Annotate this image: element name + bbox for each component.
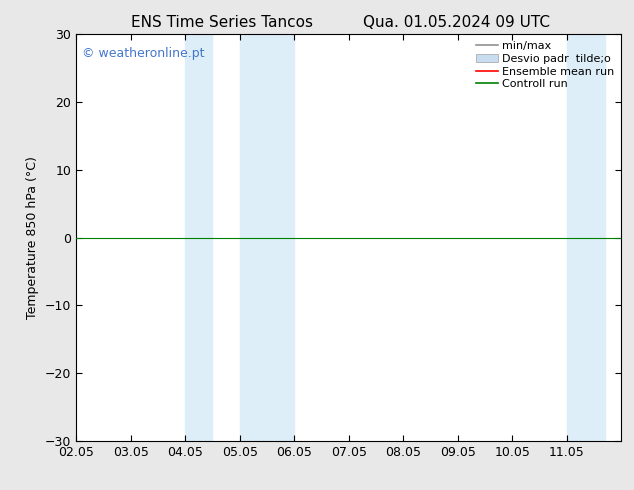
Text: © weatheronline.pt: © weatheronline.pt: [82, 47, 204, 59]
Legend: min/max, Desvio padr  tilde;o, Ensemble mean run, Controll run: min/max, Desvio padr tilde;o, Ensemble m…: [471, 37, 619, 94]
Bar: [240, 34, 294, 441]
Text: ENS Time Series Tancos: ENS Time Series Tancos: [131, 15, 313, 30]
Text: Qua. 01.05.2024 09 UTC: Qua. 01.05.2024 09 UTC: [363, 15, 550, 30]
Y-axis label: Temperature 850 hPa (°C): Temperature 850 hPa (°C): [26, 156, 39, 319]
Bar: [567, 34, 605, 441]
Bar: [185, 34, 212, 441]
